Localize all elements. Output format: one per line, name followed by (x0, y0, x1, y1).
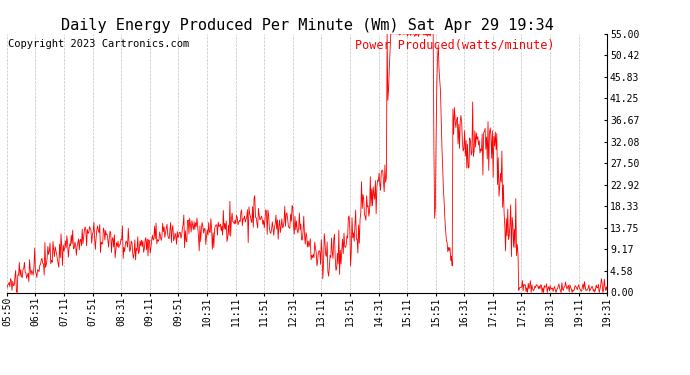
Text: Copyright 2023 Cartronics.com: Copyright 2023 Cartronics.com (8, 39, 189, 49)
Text: Power Produced(watts/minute): Power Produced(watts/minute) (355, 39, 555, 52)
Title: Daily Energy Produced Per Minute (Wm) Sat Apr 29 19:34: Daily Energy Produced Per Minute (Wm) Sa… (61, 18, 553, 33)
